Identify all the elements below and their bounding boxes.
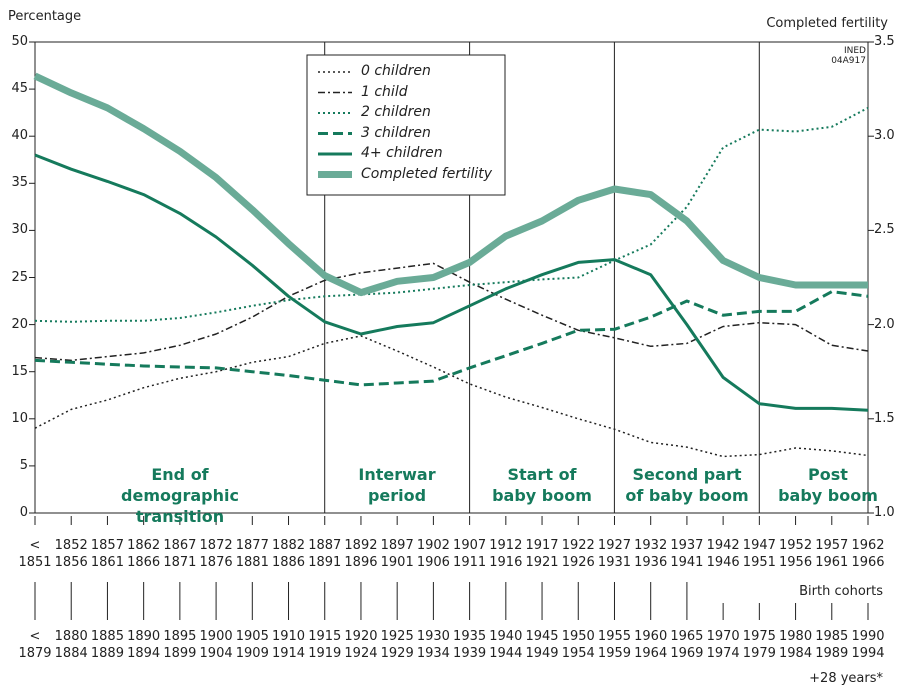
x2-axis-note: +28 years* [809, 671, 883, 686]
x-tick-label: 1877 1881 [235, 538, 269, 570]
legend-label: 2 children [361, 104, 431, 120]
x-tick-label: 1927 1931 [597, 538, 632, 570]
series-line [34, 335, 869, 458]
y-tick-label: 50 [11, 34, 28, 49]
x2-tick-label: 1955 1959 [597, 629, 632, 661]
x2-tick-label: 1950 1954 [561, 629, 595, 661]
period-label: End of demographic transition [121, 465, 239, 526]
legend-label: 4+ children [361, 145, 443, 161]
x2-tick-label: 1895 1899 [163, 629, 197, 661]
x2-tick-label: 1935 1939 [453, 629, 487, 661]
x2-tick-label: 1965 1969 [670, 629, 704, 661]
x2-tick-label: 1975 1979 [742, 629, 776, 661]
period-label: Start of baby boom [492, 465, 592, 505]
x2-tick-label: 1930 1934 [416, 629, 450, 661]
x-tick-label: 1882 1886 [271, 538, 306, 570]
x-tick-label: 1932 1936 [634, 538, 668, 570]
x2-tick-label: 1900 1904 [199, 629, 233, 661]
x-tick-label: 1942 1946 [706, 538, 740, 570]
legend-label: Completed fertility [361, 165, 493, 182]
y-tick-label: 10 [11, 410, 28, 426]
x2-tick-label: 1910 1914 [271, 629, 306, 661]
y2-tick-label: 2.0 [874, 316, 895, 332]
x2-tick-label: 1915 1919 [308, 629, 342, 661]
x-tick-label: 1957 1961 [815, 538, 849, 570]
x-tick-label: 1867 1871 [163, 538, 197, 570]
x2-tick-label: 1920 1924 [344, 629, 378, 661]
period-label: Interwar period [358, 465, 436, 505]
period-label: Post baby boom [778, 465, 878, 505]
series-line [34, 153, 869, 412]
y-axis-title: Percentage [8, 9, 82, 24]
y-tick-label: 5 [19, 457, 28, 473]
x2-tick-label: 1970 1974 [706, 629, 740, 661]
x-tick-label: 1952 1956 [779, 538, 813, 570]
y2-tick-label: 3.0 [874, 128, 895, 144]
x-tick-label: 1937 1941 [670, 538, 704, 570]
y2-axis-title: Completed fertility [766, 16, 888, 31]
x2-tick-label: 1885 1889 [90, 629, 124, 661]
x-tick-label: 1922 1926 [561, 538, 595, 570]
y-tick-label: 15 [11, 363, 28, 379]
x-tick-label: 1917 1921 [525, 538, 559, 570]
y2-tick-label: 3.5 [874, 34, 895, 49]
y2-tick-label: 2.5 [874, 222, 895, 238]
y-tick-label: 20 [11, 316, 28, 332]
y2-tick-label: 1.5 [874, 410, 895, 426]
y-tick-label: 30 [11, 222, 28, 238]
y-tick-label: 0 [19, 505, 28, 520]
x2-tick-label: 1905 1909 [235, 629, 269, 661]
x-tick-label: 1907 1911 [453, 538, 487, 570]
period-label: Second part of baby boom [625, 465, 749, 505]
x-tick-label: 1962 1966 [851, 538, 885, 570]
x2-tick-label: < 1879 [18, 629, 52, 661]
x-tick-label: 1897 1901 [380, 538, 414, 570]
x-tick-label: 1872 1876 [199, 538, 233, 570]
source-code: INED 04A917 [831, 46, 866, 66]
x2-tick-label: 1945 1949 [525, 629, 559, 661]
legend-label: 1 child [361, 83, 408, 100]
x-tick-label: < 1851 [18, 538, 52, 570]
y-tick-label: 35 [11, 175, 28, 191]
x2-tick-label: 1880 1884 [54, 629, 88, 661]
x-tick-label: 1852 1856 [54, 538, 88, 570]
y-tick-label: 45 [11, 81, 28, 97]
y-tick-label: 25 [11, 269, 28, 285]
x-tick-label: 1892 1896 [344, 538, 378, 570]
x2-tick-label: 1980 1984 [779, 629, 813, 661]
legend-label: 0 children [361, 63, 431, 79]
x2-tick-label: 1925 1929 [380, 629, 414, 661]
x2-tick-label: 1985 1989 [815, 629, 849, 661]
series-line [33, 72, 868, 297]
x2-tick-label: 1940 1944 [489, 629, 523, 661]
x2-tick-label: 1960 1964 [634, 629, 668, 661]
x2-tick-label: 1990 1994 [851, 629, 885, 661]
legend-label: 3 children [361, 124, 431, 141]
y-tick-label: 40 [11, 128, 28, 144]
x-tick-label: 1947 1951 [742, 538, 776, 570]
x-tick-label: 1887 1891 [308, 538, 342, 570]
x-tick-label: 1902 1906 [416, 538, 450, 570]
x-tick-label: 1912 1916 [489, 538, 523, 570]
series-line [34, 290, 869, 387]
x2-axis-title: Birth cohorts [799, 584, 883, 599]
x-tick-label: 1857 1861 [90, 538, 124, 570]
y2-tick-label: 1.0 [874, 505, 895, 520]
x-tick-label: 1862 1866 [127, 538, 161, 570]
x2-tick-label: 1890 1894 [127, 629, 161, 661]
